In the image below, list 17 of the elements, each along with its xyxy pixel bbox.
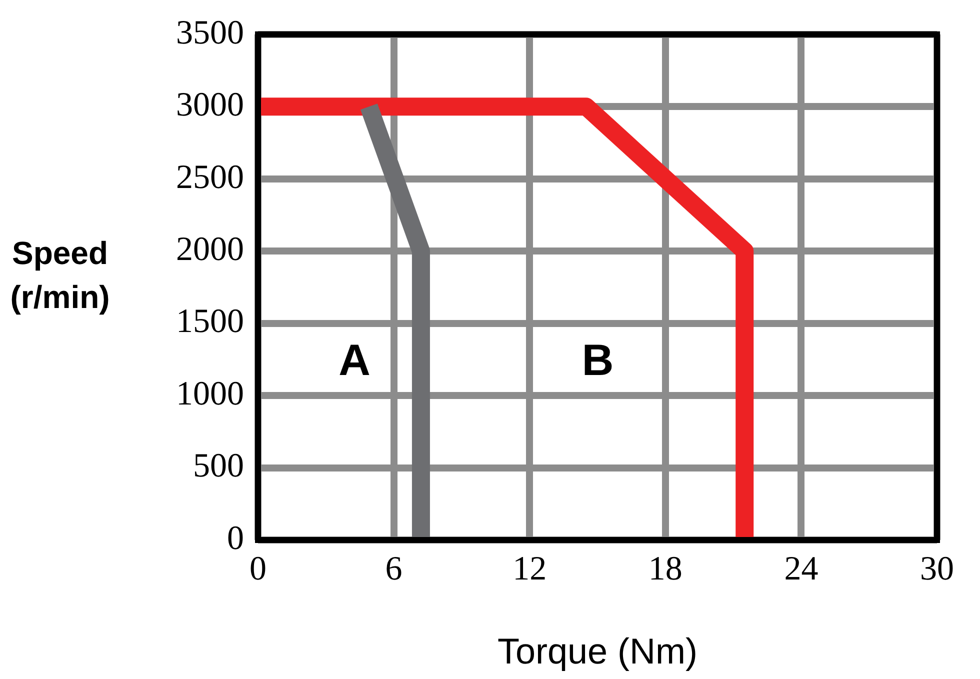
series-label: A <box>338 336 370 386</box>
y-tick-label: 3000 <box>176 86 244 124</box>
y-tick-label: 3500 <box>176 14 244 52</box>
x-tick-label: 12 <box>512 550 547 588</box>
y-tick-label: 500 <box>193 448 244 485</box>
y-axis-title: Speed (r/min) <box>10 235 110 316</box>
y-tick-label: 2500 <box>176 158 244 196</box>
x-tick-label: 30 <box>920 550 954 588</box>
x-axis-title: Torque (Nm) <box>497 630 698 672</box>
text: B <box>582 336 614 386</box>
y-tick-label: 1000 <box>176 375 244 412</box>
x-tick-label: 6 <box>385 550 402 588</box>
x-tick-label: 18 <box>648 550 682 588</box>
y-tick-label: 0 <box>227 520 244 557</box>
y-tick-label: 2000 <box>176 231 244 268</box>
x-tick-label: 24 <box>784 550 818 588</box>
y-tick-label: 1500 <box>176 303 244 340</box>
